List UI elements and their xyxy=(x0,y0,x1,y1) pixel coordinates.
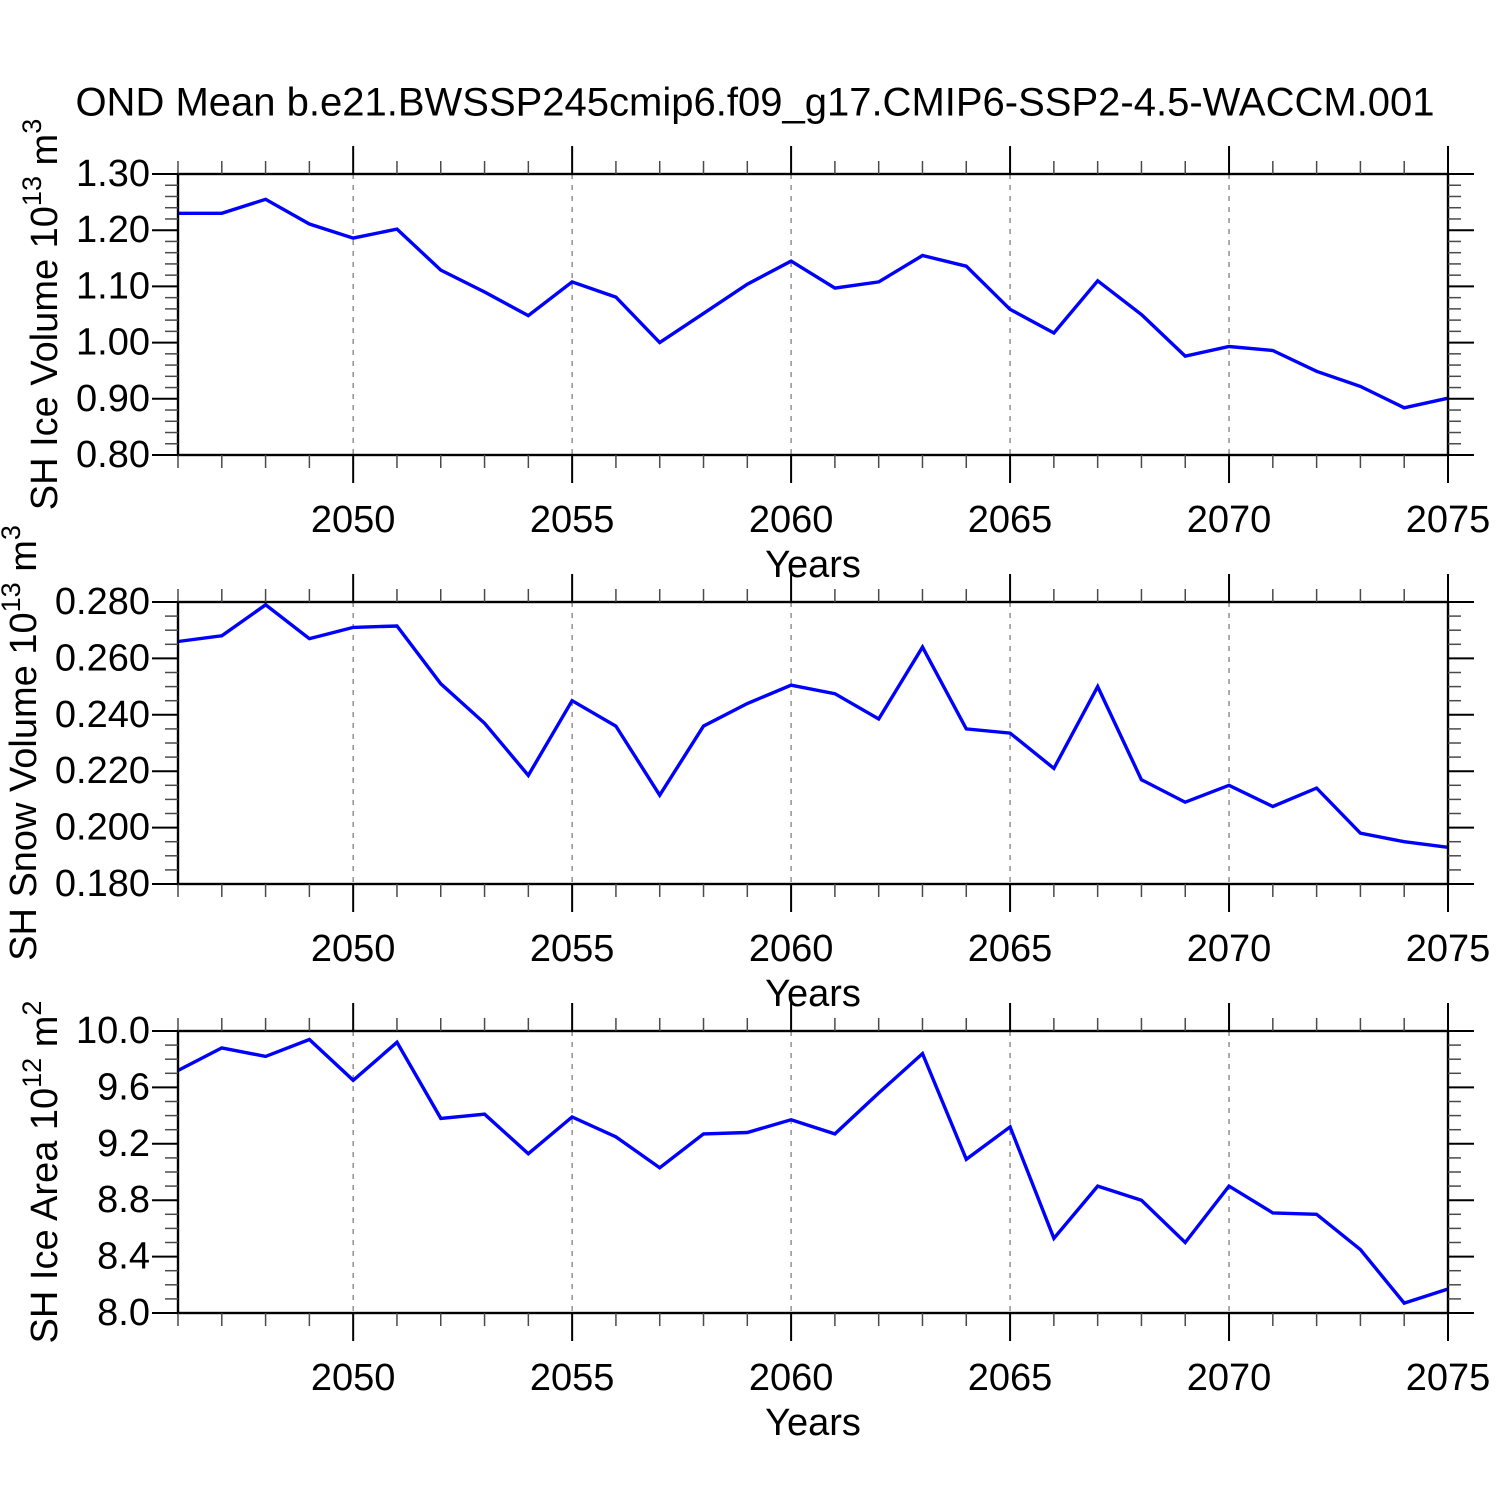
x-tick-label: 2060 xyxy=(749,1357,834,1399)
y-tick-label: 1.10 xyxy=(76,265,150,307)
data-line-sh-ice-volume xyxy=(178,197,1449,410)
x-tick-label: 2075 xyxy=(1406,928,1491,970)
x-axis-title: Years xyxy=(765,1402,861,1444)
y-tick-label: 0.80 xyxy=(76,434,150,476)
y-tick-label: 0.200 xyxy=(55,807,150,849)
y-tick-label: 9.6 xyxy=(97,1066,150,1108)
x-tick-label: 2065 xyxy=(968,499,1053,541)
svg-text:SH Snow Volume 1013​ m3​: SH Snow Volume 1013​ m3​ xyxy=(0,525,45,961)
chart-sh-ice-area: 8.0 8.4 8.8 9.2 9.6 10.0 2050 2055 2060 2065 2070 2… xyxy=(17,1001,1490,1444)
y-tick-label: 8.4 xyxy=(97,1236,150,1278)
x-tick-label: 2055 xyxy=(530,499,615,541)
x-tick-label: 2075 xyxy=(1406,499,1491,541)
x-tick-label: 2070 xyxy=(1187,499,1272,541)
x-tick-label: 2055 xyxy=(530,1357,615,1399)
x-tick-label: 2050 xyxy=(311,499,396,541)
y-tick-label: 8.0 xyxy=(97,1292,150,1334)
svg-text:SH Ice Volume 1013​ m3​: SH Ice Volume 1013​ m3​ xyxy=(17,119,66,510)
x-tick-label: 2060 xyxy=(749,499,834,541)
chart-sh-ice-volume: 0.80 0.90 1.00 1.10 1.20 1.30 2050 2055 2060 2065… xyxy=(17,119,1490,586)
x-tick-label: 2060 xyxy=(749,928,834,970)
x-tick-label: 2065 xyxy=(968,1357,1053,1399)
x-tick-label: 2065 xyxy=(968,928,1053,970)
data-line-sh-snow-volume xyxy=(177,602,1449,849)
y-tick-label: 0.180 xyxy=(55,863,150,905)
x-tick-label: 2050 xyxy=(311,928,396,970)
x-tick-label: 2070 xyxy=(1187,1357,1272,1399)
chart-sh-snow-volume: 0.180 0.200 0.220 0.240 0.260 0.280 2050 2055 20… xyxy=(0,525,1490,1015)
x-tick-label: 2050 xyxy=(311,1357,396,1399)
y-tick-label: 1.30 xyxy=(76,153,150,195)
figure-title: OND Mean b.e21.BWSSP245cmip6.f09_g17.CMI… xyxy=(75,80,1435,125)
y-tick-label: 10.0 xyxy=(76,1010,150,1052)
y-tick-label: 1.20 xyxy=(76,209,150,251)
y-tick-label: 0.280 xyxy=(55,581,150,623)
svg-text:SH Ice Area 1012​ m2​: SH Ice Area 1012​ m2​ xyxy=(17,1001,66,1344)
y-tick-label: 1.00 xyxy=(76,322,150,364)
y-tick-label: 0.260 xyxy=(55,637,150,679)
y-tick-label: 9.2 xyxy=(97,1123,150,1165)
y-tick-label: 8.8 xyxy=(97,1179,150,1221)
x-tick-label: 2075 xyxy=(1406,1357,1491,1399)
y-tick-label: 0.220 xyxy=(55,750,150,792)
x-axis-title: Years xyxy=(765,544,861,586)
y-tick-label: 0.90 xyxy=(76,378,150,420)
x-tick-label: 2070 xyxy=(1187,928,1272,970)
x-tick-label: 2055 xyxy=(530,928,615,970)
x-axis-title: Years xyxy=(765,973,861,1015)
y-tick-label: 0.240 xyxy=(55,694,150,736)
data-line-sh-ice-area xyxy=(177,1037,1449,1306)
